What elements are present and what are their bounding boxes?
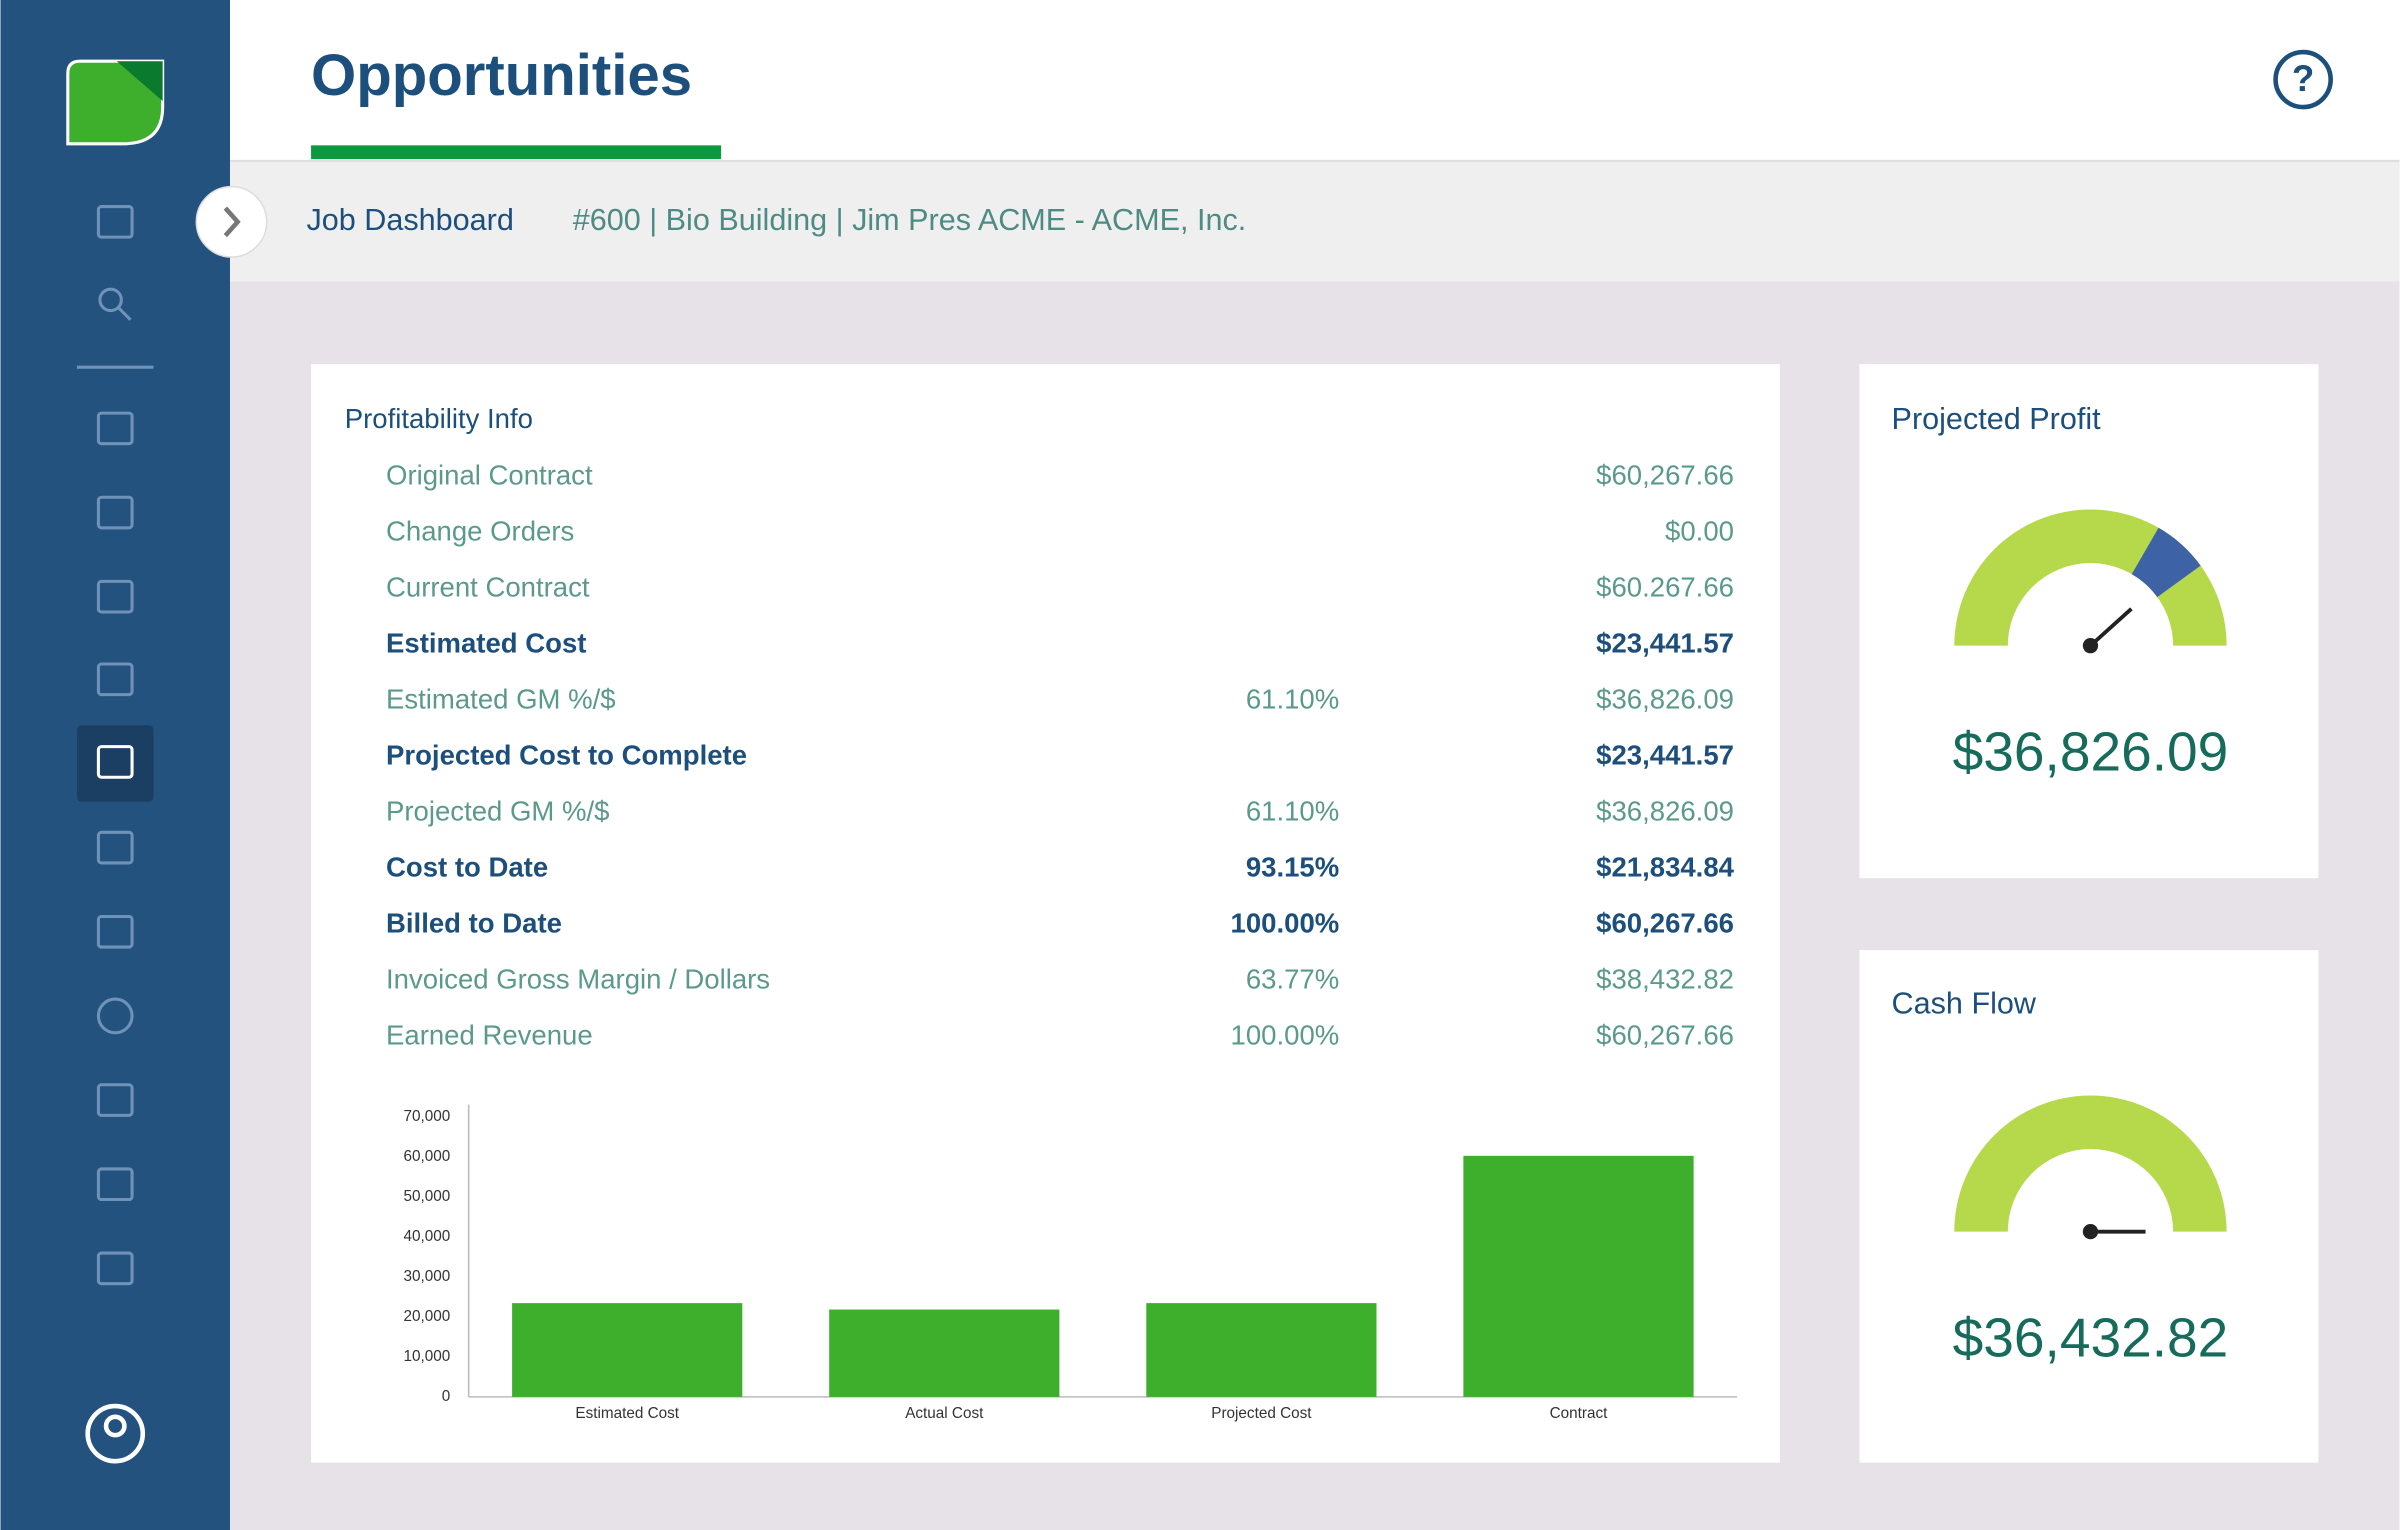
- logo[interactable]: [66, 59, 165, 146]
- row-label: Change Orders: [386, 516, 574, 547]
- bar-chart: 0 10,000 20,000 30,000 40,000 50,000 60,000 70,…: [404, 1104, 1738, 1422]
- gauge-segment: [2131, 527, 2201, 598]
- row-amount: $60,267.66: [1596, 1020, 1734, 1051]
- gauge-arc: [1954, 1095, 2227, 1232]
- x-tick-label: Estimated Cost: [575, 1405, 679, 1422]
- row-percent: 93.15%: [1246, 852, 1339, 883]
- bar: [512, 1303, 743, 1397]
- nav-icon: [96, 1251, 134, 1286]
- card-title: Projected Profit: [1892, 402, 2102, 436]
- help-circle: [2273, 49, 2333, 110]
- page-title: Opportunities: [311, 43, 692, 108]
- nav-icon: [96, 205, 134, 239]
- row-label: Earned Revenue: [386, 1020, 593, 1051]
- breadcrumb-section[interactable]: Job Dashboard: [306, 203, 513, 237]
- user-head: [103, 1414, 127, 1438]
- x-tick-label: Projected Cost: [1211, 1405, 1312, 1422]
- nav-icon: [98, 287, 123, 313]
- card-title: Cash Flow: [1892, 986, 2037, 1020]
- row-amount: $60,267.66: [1596, 460, 1734, 491]
- title-underline: [311, 145, 722, 160]
- row-amount: $21,834.84: [1596, 852, 1734, 883]
- y-tick-label: 0: [442, 1388, 450, 1405]
- row-percent: 61.10%: [1246, 796, 1339, 827]
- row-label: Estimated GM %/$: [386, 684, 615, 715]
- row-amount: $36,826.09: [1596, 796, 1734, 827]
- row-percent: 61.10%: [1246, 684, 1339, 715]
- row-amount: $60,267.66: [1596, 908, 1734, 939]
- nav-icon: [96, 662, 134, 697]
- row-amount: $60.267.66: [1596, 572, 1734, 603]
- x-tick-label: Actual Cost: [905, 1405, 984, 1422]
- toggle-chevron: [223, 206, 241, 238]
- gauge-hub: [2082, 638, 2099, 654]
- header: [229, 0, 2400, 161]
- row-amount: $23,441.57: [1596, 628, 1734, 659]
- y-tick-label: 60,000: [404, 1148, 451, 1165]
- logo-leaf: [66, 59, 165, 146]
- row-label: Projected Cost to Complete: [386, 740, 747, 771]
- row-amount: $23,441.57: [1596, 740, 1734, 771]
- bar: [829, 1309, 1060, 1397]
- gauge-needle: [2089, 607, 2133, 648]
- y-tick-label: 40,000: [404, 1228, 451, 1245]
- card-value: $36,432.82: [1953, 1306, 2229, 1368]
- row-label: Invoiced Gross Margin / Dollars: [386, 964, 770, 995]
- row-label: Estimated Cost: [386, 628, 586, 659]
- row-label: Billed to Date: [386, 908, 562, 939]
- y-tick-label: 30,000: [404, 1268, 451, 1285]
- row-label: Projected GM %/$: [386, 796, 609, 827]
- nav-icon: [117, 306, 132, 321]
- bar: [1463, 1155, 1694, 1397]
- toggle-circle: [195, 185, 268, 258]
- profit-card: [1859, 364, 2319, 879]
- nav-icon: [96, 745, 134, 779]
- breadcrumb-job: #600 | Bio Building | Jim Pres ACME - AC…: [573, 203, 1247, 237]
- row-percent: 63.77%: [1246, 964, 1339, 995]
- user-circle: [85, 1403, 146, 1464]
- nav-icon: [96, 997, 134, 1035]
- row-label: Original Contract: [386, 460, 593, 491]
- user-button[interactable]: [85, 1403, 146, 1464]
- cashflow-card: [1859, 950, 2319, 1463]
- nav-icon: [96, 1083, 134, 1117]
- row-percent: 100.00%: [1231, 1020, 1340, 1051]
- breadcrumb-bar: [229, 162, 2400, 282]
- help-mark: ?: [2292, 58, 2314, 99]
- gauge-hub: [2082, 1224, 2099, 1240]
- row-percent: 100.00%: [1231, 908, 1340, 939]
- sidebar-toggle[interactable]: [195, 185, 268, 258]
- row-label: Cost to Date: [386, 852, 548, 883]
- card-value: $36,826.09: [1953, 720, 2229, 782]
- nav-icon: [96, 914, 134, 949]
- nav-icon: [96, 1167, 134, 1202]
- y-tick-label: 70,000: [404, 1108, 451, 1125]
- nav-icon: [96, 495, 134, 530]
- row-amount: $0.00: [1665, 516, 1734, 547]
- y-tick-label: 20,000: [404, 1308, 451, 1325]
- gauges: [1954, 509, 2227, 1240]
- card-title: Profitability Info: [345, 403, 533, 434]
- nav-icon: [96, 830, 134, 865]
- nav-icon: [96, 411, 134, 446]
- bar: [1146, 1303, 1377, 1397]
- nav-icon: [96, 579, 134, 614]
- row-amount: $36,826.09: [1596, 684, 1734, 715]
- y-tick-label: 50,000: [404, 1188, 451, 1205]
- profitability-rows: Original Contract $60,267.66 Change Orders…: [386, 460, 1735, 1051]
- nav-icons: [96, 205, 134, 1286]
- y-tick-label: 10,000: [404, 1348, 451, 1365]
- x-tick-label: Contract: [1550, 1405, 1609, 1422]
- help-button[interactable]: ?: [2273, 49, 2333, 110]
- row-amount: $38,432.82: [1596, 964, 1734, 995]
- nav-selected: [76, 725, 154, 802]
- row-label: Current Contract: [386, 572, 590, 603]
